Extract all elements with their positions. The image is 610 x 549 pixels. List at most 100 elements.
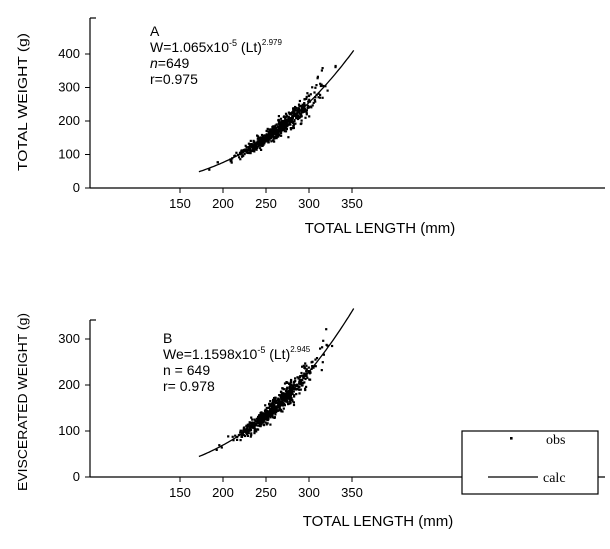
obs-point <box>287 115 290 118</box>
obs-point <box>276 135 279 138</box>
obs-point <box>315 84 318 87</box>
panel-b-calc-line <box>198 308 355 458</box>
obs-point <box>296 376 299 379</box>
obs-point <box>275 123 278 126</box>
obs-point <box>233 154 236 157</box>
obs-point <box>250 416 253 419</box>
obs-point <box>304 387 307 390</box>
obs-point <box>322 353 325 356</box>
obs-point <box>263 413 266 416</box>
obs-point <box>283 125 286 128</box>
obs-point <box>266 127 269 130</box>
obs-point <box>272 398 275 401</box>
obs-point <box>271 406 274 409</box>
obs-point <box>244 144 247 147</box>
obs-point <box>280 392 283 395</box>
obs-point <box>306 104 309 107</box>
obs-point <box>320 69 323 72</box>
obs-point <box>240 429 243 432</box>
obs-point <box>292 123 296 126</box>
obs-point <box>295 106 298 109</box>
obs-point <box>249 152 252 155</box>
obs-point <box>303 109 306 112</box>
obs-point <box>264 140 267 143</box>
obs-point <box>248 428 251 431</box>
obs-point <box>292 124 295 128</box>
obs-point <box>305 374 308 377</box>
panel-b-x-axis-title: TOTAL LENGTH (mm) <box>303 513 454 530</box>
panel-b-y-ticks: 0 100 200 300 <box>58 331 90 484</box>
obs-point <box>283 404 286 407</box>
obs-point <box>284 389 288 393</box>
x-tick-label: 350 <box>341 196 363 211</box>
obs-point <box>300 106 304 109</box>
obs-point <box>318 96 322 99</box>
obs-point <box>247 146 250 149</box>
obs-point <box>278 407 281 410</box>
obs-point <box>266 411 269 414</box>
obs-point <box>302 103 306 106</box>
obs-point <box>296 387 299 390</box>
obs-point <box>242 154 245 157</box>
obs-point <box>308 372 311 375</box>
obs-point <box>278 122 281 126</box>
x-tick-label: 300 <box>298 485 320 500</box>
obs-point <box>220 446 223 449</box>
obs-point <box>297 117 300 121</box>
obs-point <box>290 383 293 386</box>
obs-point <box>280 132 283 135</box>
obs-point <box>289 389 292 392</box>
obs-point <box>278 398 281 401</box>
obs-point <box>271 416 274 419</box>
obs-point <box>272 132 275 136</box>
obs-point <box>267 406 270 410</box>
obs-point <box>249 428 253 432</box>
x-tick-label: 300 <box>298 196 320 211</box>
obs-point <box>279 395 283 398</box>
obs-point <box>270 140 273 143</box>
obs-point <box>305 364 308 367</box>
obs-point <box>275 409 278 412</box>
obs-point <box>245 424 248 427</box>
obs-point <box>284 118 288 122</box>
obs-point <box>238 151 242 154</box>
obs-point <box>260 148 263 151</box>
obs-point <box>277 132 280 135</box>
obs-point <box>305 113 308 116</box>
obs-point <box>292 384 295 387</box>
obs-point <box>301 381 304 384</box>
obs-point <box>275 135 278 138</box>
y-tick-label: 200 <box>58 113 80 128</box>
obs-point <box>326 89 329 92</box>
obs-point <box>288 400 291 403</box>
obs-point <box>279 409 283 412</box>
obs-point <box>280 393 283 396</box>
obs-point <box>293 395 296 398</box>
obs-point <box>248 421 251 424</box>
obs-point <box>240 149 243 152</box>
obs-point <box>288 397 291 400</box>
obs-point <box>306 106 309 110</box>
obs-point <box>280 410 283 413</box>
x-tick-label: 200 <box>212 196 234 211</box>
obs-point <box>286 399 289 402</box>
obs-point <box>313 99 316 102</box>
obs-point <box>231 435 234 438</box>
obs-point <box>289 388 292 391</box>
obs-point <box>268 134 271 137</box>
obs-point <box>297 103 301 106</box>
obs-point <box>308 98 311 101</box>
obs-point <box>300 119 303 122</box>
obs-point <box>308 115 311 118</box>
obs-point <box>264 417 267 420</box>
obs-point <box>292 403 296 407</box>
obs-point <box>311 104 314 107</box>
obs-point <box>294 122 297 125</box>
obs-point <box>274 401 277 405</box>
obs-point <box>311 86 314 89</box>
obs-point <box>258 137 262 140</box>
obs-point <box>280 129 283 133</box>
obs-point <box>257 424 260 427</box>
obs-point <box>278 128 281 131</box>
obs-point <box>311 365 314 368</box>
